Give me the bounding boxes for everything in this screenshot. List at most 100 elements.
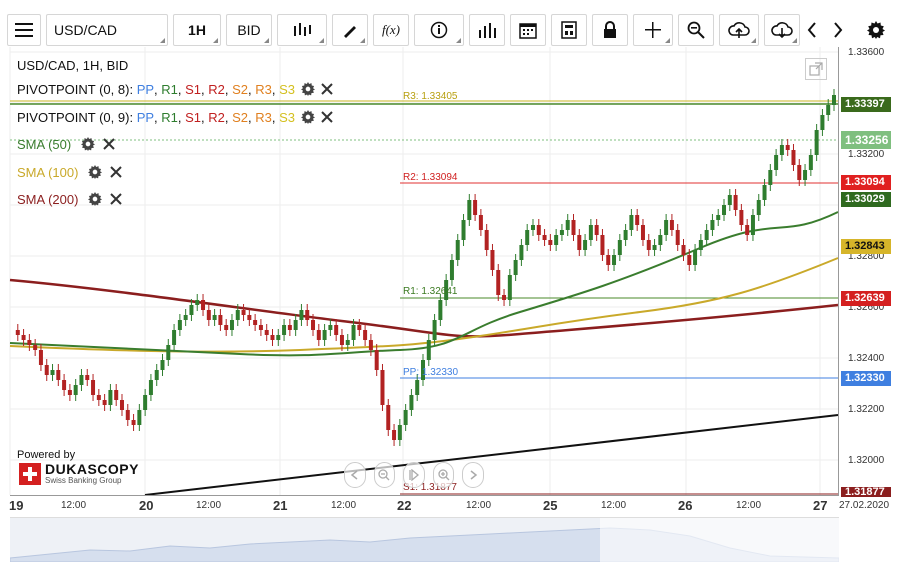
candle-body [125, 410, 130, 420]
gear-icon[interactable] [88, 192, 103, 206]
candle-body [33, 345, 38, 350]
candle-body [617, 240, 622, 255]
pivot2-r2: R2 [208, 109, 225, 125]
close-icon[interactable] [321, 111, 333, 123]
upload-button[interactable] [719, 14, 759, 46]
candle-body [392, 430, 397, 440]
candle-body [826, 105, 831, 115]
navigator[interactable] [9, 517, 840, 563]
indicators-button[interactable]: f(x) [373, 14, 409, 46]
chart-type-button[interactable] [277, 14, 327, 46]
candle-body [172, 330, 177, 345]
pivot2-comma-6: , [271, 109, 280, 125]
candle-body [235, 310, 240, 320]
close-icon[interactable] [110, 166, 123, 178]
price-type-select[interactable]: BID [226, 14, 272, 46]
candle-body [716, 215, 721, 220]
candle-body [768, 170, 773, 185]
candle-body [791, 150, 796, 165]
back-button[interactable] [803, 14, 821, 46]
candle-body [311, 320, 316, 330]
candle-body [554, 235, 559, 245]
candle-body [762, 185, 767, 200]
symbol-select[interactable]: USD/CAD [46, 14, 168, 46]
candle-body [137, 410, 142, 425]
gear-icon[interactable] [88, 165, 103, 179]
gear-icon[interactable] [81, 137, 96, 151]
legend-pivot-2[interactable]: PIVOTPOINT (0, 9) : PP, R1, S1, R2, S2, … [17, 106, 333, 128]
candle-body [820, 115, 825, 130]
candle-body [224, 325, 229, 330]
navigator-sparkline [9, 518, 840, 563]
candle-body [85, 375, 90, 380]
nav-forward-button[interactable] [462, 462, 484, 488]
pivot1-comma-6: , [271, 81, 280, 97]
badge-s1: 1.31877 [841, 487, 891, 497]
candle-body [803, 170, 808, 180]
badge-sma50: 1.33029 [841, 192, 891, 207]
candle-body [432, 320, 437, 340]
price-axis-label: 1.32800 [848, 251, 885, 262]
nav-zoom-out-button[interactable] [373, 462, 396, 488]
candle-body [160, 360, 165, 370]
pivot2-s3: S3 [279, 109, 296, 125]
candle-body [687, 255, 692, 265]
candle-body [588, 225, 593, 240]
forward-button[interactable] [829, 14, 847, 46]
close-icon[interactable] [110, 193, 123, 205]
candle-body [96, 395, 101, 400]
candle-body [357, 325, 362, 330]
legend-sma-100[interactable]: SMA (100) [17, 161, 123, 183]
gear-icon[interactable] [301, 82, 316, 96]
timeframe-select[interactable]: 1H [173, 14, 221, 46]
time-label: 12:00 [196, 500, 222, 511]
pivot1-comma-1: , [154, 81, 162, 97]
candle-body [698, 240, 703, 250]
volume-icon [479, 23, 496, 38]
zoom-button[interactable] [678, 14, 714, 46]
price-type-value: BID [237, 22, 261, 38]
crosshair-button[interactable] [633, 14, 673, 46]
nav-play-button[interactable] [403, 462, 425, 488]
pivot1-pp: PP [136, 81, 155, 97]
calculator-button[interactable] [551, 14, 587, 46]
calendar-button[interactable] [510, 14, 546, 46]
gear-icon[interactable] [301, 110, 316, 124]
lock-button[interactable] [592, 14, 628, 46]
candle-body [693, 250, 698, 265]
pivot-label-s1: S1: 1.31877 [403, 482, 457, 493]
menu-button[interactable] [7, 14, 41, 46]
sma200-label: SMA (200) [17, 191, 79, 207]
end-date-label: 27.02.2020 [839, 500, 890, 511]
candle-body [415, 380, 420, 395]
pivot2-comma-5: , [248, 109, 256, 125]
nav-back-button[interactable] [344, 462, 366, 488]
candle-body [461, 220, 466, 240]
legend-pivot-1[interactable]: PIVOTPOINT (0, 8) : PP, R1, S1, R2, S2, … [17, 78, 333, 100]
sma-50-line [9, 211, 839, 357]
price-chart[interactable] [0, 47, 905, 561]
volume-button[interactable] [469, 14, 505, 46]
legend-sma-200[interactable]: SMA (200) [17, 188, 123, 210]
candle-body [56, 370, 61, 380]
candle-body [374, 350, 379, 370]
close-icon[interactable] [103, 138, 115, 150]
candle-body [102, 400, 107, 405]
download-button[interactable] [764, 14, 800, 46]
legend-sma-50[interactable]: SMA (50) [17, 133, 115, 155]
candle-body [212, 315, 217, 320]
candle-body [750, 215, 755, 235]
pivot1-s3: S3 [279, 81, 296, 97]
candle-body [73, 385, 78, 395]
draw-button[interactable] [332, 14, 368, 46]
settings-button[interactable] [864, 14, 888, 46]
close-icon[interactable] [321, 83, 333, 95]
popout-button[interactable] [805, 58, 827, 80]
candle-body [449, 260, 454, 280]
nav-zoom-in-button[interactable] [432, 462, 455, 488]
candle-body [177, 320, 182, 330]
badge-sma100: 1.32843 [841, 239, 891, 254]
info-button[interactable] [414, 14, 464, 46]
candle-body [797, 165, 802, 180]
forward-icon [470, 470, 478, 480]
